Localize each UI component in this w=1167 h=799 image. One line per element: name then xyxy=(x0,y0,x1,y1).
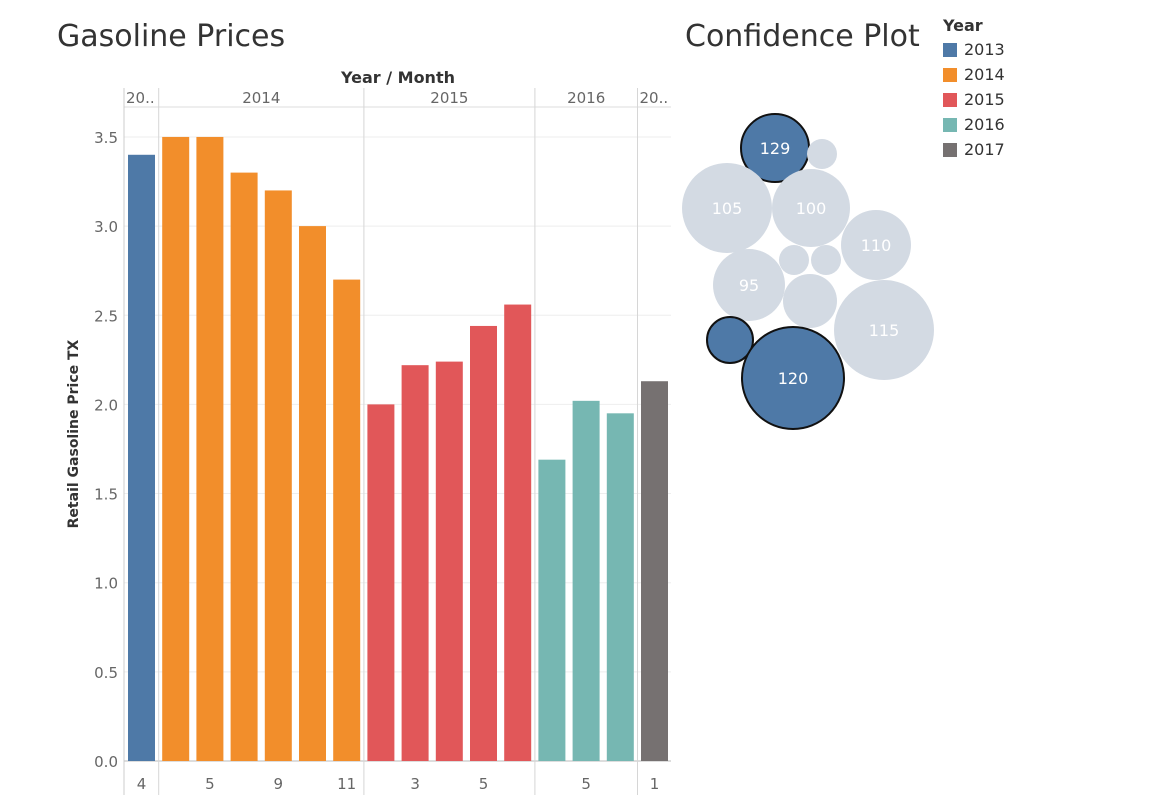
bar-2015-1 xyxy=(367,404,395,761)
bubble-115 xyxy=(834,280,934,380)
bar-2014-3 xyxy=(230,172,258,762)
legend-swatch xyxy=(943,117,957,132)
bubble-100 xyxy=(772,169,850,247)
bubble-unlabeled-6 xyxy=(779,245,809,275)
x-tick-label: 11 xyxy=(337,775,356,793)
bar-2016-1 xyxy=(538,459,566,761)
bubble-unlabeled-11 xyxy=(706,316,754,364)
bar-2016-3 xyxy=(606,413,634,761)
bubble-label: 95 xyxy=(739,276,759,295)
bubble-unlabeled-2 xyxy=(807,139,837,169)
legend-label: 2014 xyxy=(964,65,1005,84)
legend-item-2014[interactable]: 2014 xyxy=(943,62,1005,87)
bar-2014-4 xyxy=(264,190,292,761)
legend-label: 2017 xyxy=(964,140,1005,159)
bar-2013-1 xyxy=(128,154,155,761)
x-tick-label: 5 xyxy=(205,775,215,793)
y-tick-label: 1.0 xyxy=(94,575,118,593)
legend-title: Year xyxy=(943,16,983,35)
bubble-label: 105 xyxy=(712,199,743,218)
legend-swatch xyxy=(943,67,957,82)
legend-item-2015[interactable]: 2015 xyxy=(943,87,1005,112)
bar-2015-3 xyxy=(435,361,463,761)
y-tick-label: 0.5 xyxy=(94,664,118,682)
legend-label: 2013 xyxy=(964,40,1005,59)
bubble-label: 115 xyxy=(869,321,900,340)
bubble-chart-title: Confidence Plot xyxy=(685,19,920,54)
legend-item-2017[interactable]: 2017 xyxy=(943,137,1005,162)
bar-chart: Year / Month Retail Gasoline Price TX 0.0 0… xyxy=(66,68,671,795)
x-tick-label: 3 xyxy=(410,775,420,793)
bubble-label: 110 xyxy=(861,236,892,255)
bubble-label: 120 xyxy=(778,369,809,388)
year-legend: Year 2013 2014 2015 2016 2017 xyxy=(943,16,1005,162)
x-tick-label: 4 xyxy=(137,775,147,793)
y-tick-label: 3.0 xyxy=(94,218,118,236)
legend-swatch xyxy=(943,142,957,157)
y-tick-label: 2.0 xyxy=(94,396,118,414)
legend-label: 2016 xyxy=(964,115,1005,134)
y-tick-label: 2.5 xyxy=(94,307,118,325)
bubble-unlabeled-9 xyxy=(783,274,837,328)
bubble-unlabeled-7 xyxy=(811,245,841,275)
bar-2015-2 xyxy=(401,365,429,761)
bubble-label: 129 xyxy=(760,139,791,158)
x-tick-label: 1 xyxy=(650,775,660,793)
bar-2014-5 xyxy=(299,226,326,762)
x-axis-title: Year / Month xyxy=(340,68,455,87)
bar-2015-4 xyxy=(470,325,497,761)
x-tick-label: 9 xyxy=(274,775,284,793)
bar-2014-2 xyxy=(196,136,224,761)
y-tick-label: 3.5 xyxy=(94,129,118,147)
year-header-label: 2016 xyxy=(567,89,605,107)
bubble-label: 100 xyxy=(796,199,827,218)
bar-chart-title: Gasoline Prices xyxy=(57,19,286,54)
bubble-120 xyxy=(741,326,845,430)
bar-2014-1 xyxy=(162,136,190,761)
bar-2014-6 xyxy=(333,279,361,761)
bubble-95 xyxy=(713,249,785,321)
year-header-label: 2014 xyxy=(242,89,280,107)
bar-2016-2 xyxy=(572,400,600,761)
y-axis-title: Retail Gasoline Price TX xyxy=(66,339,82,528)
year-header-label: 2015 xyxy=(430,89,468,107)
year-header-label: 20.. xyxy=(126,89,155,107)
legend-item-2013[interactable]: 2013 xyxy=(943,37,1005,62)
bar-2017-1 xyxy=(641,381,668,761)
legend-label: 2015 xyxy=(964,90,1005,109)
legend-swatch xyxy=(943,92,957,107)
y-tick-label: 0.0 xyxy=(94,753,118,771)
x-tick-label: 5 xyxy=(581,775,591,793)
bubble-110 xyxy=(841,210,911,280)
legend-item-2016[interactable]: 2016 xyxy=(943,112,1005,137)
year-header-label: 20.. xyxy=(640,89,669,107)
y-tick-label: 1.5 xyxy=(94,486,118,504)
bar-2015-5 xyxy=(504,304,532,761)
bubble-105 xyxy=(682,163,772,253)
legend-swatch xyxy=(943,42,957,57)
x-tick-label: 5 xyxy=(479,775,489,793)
